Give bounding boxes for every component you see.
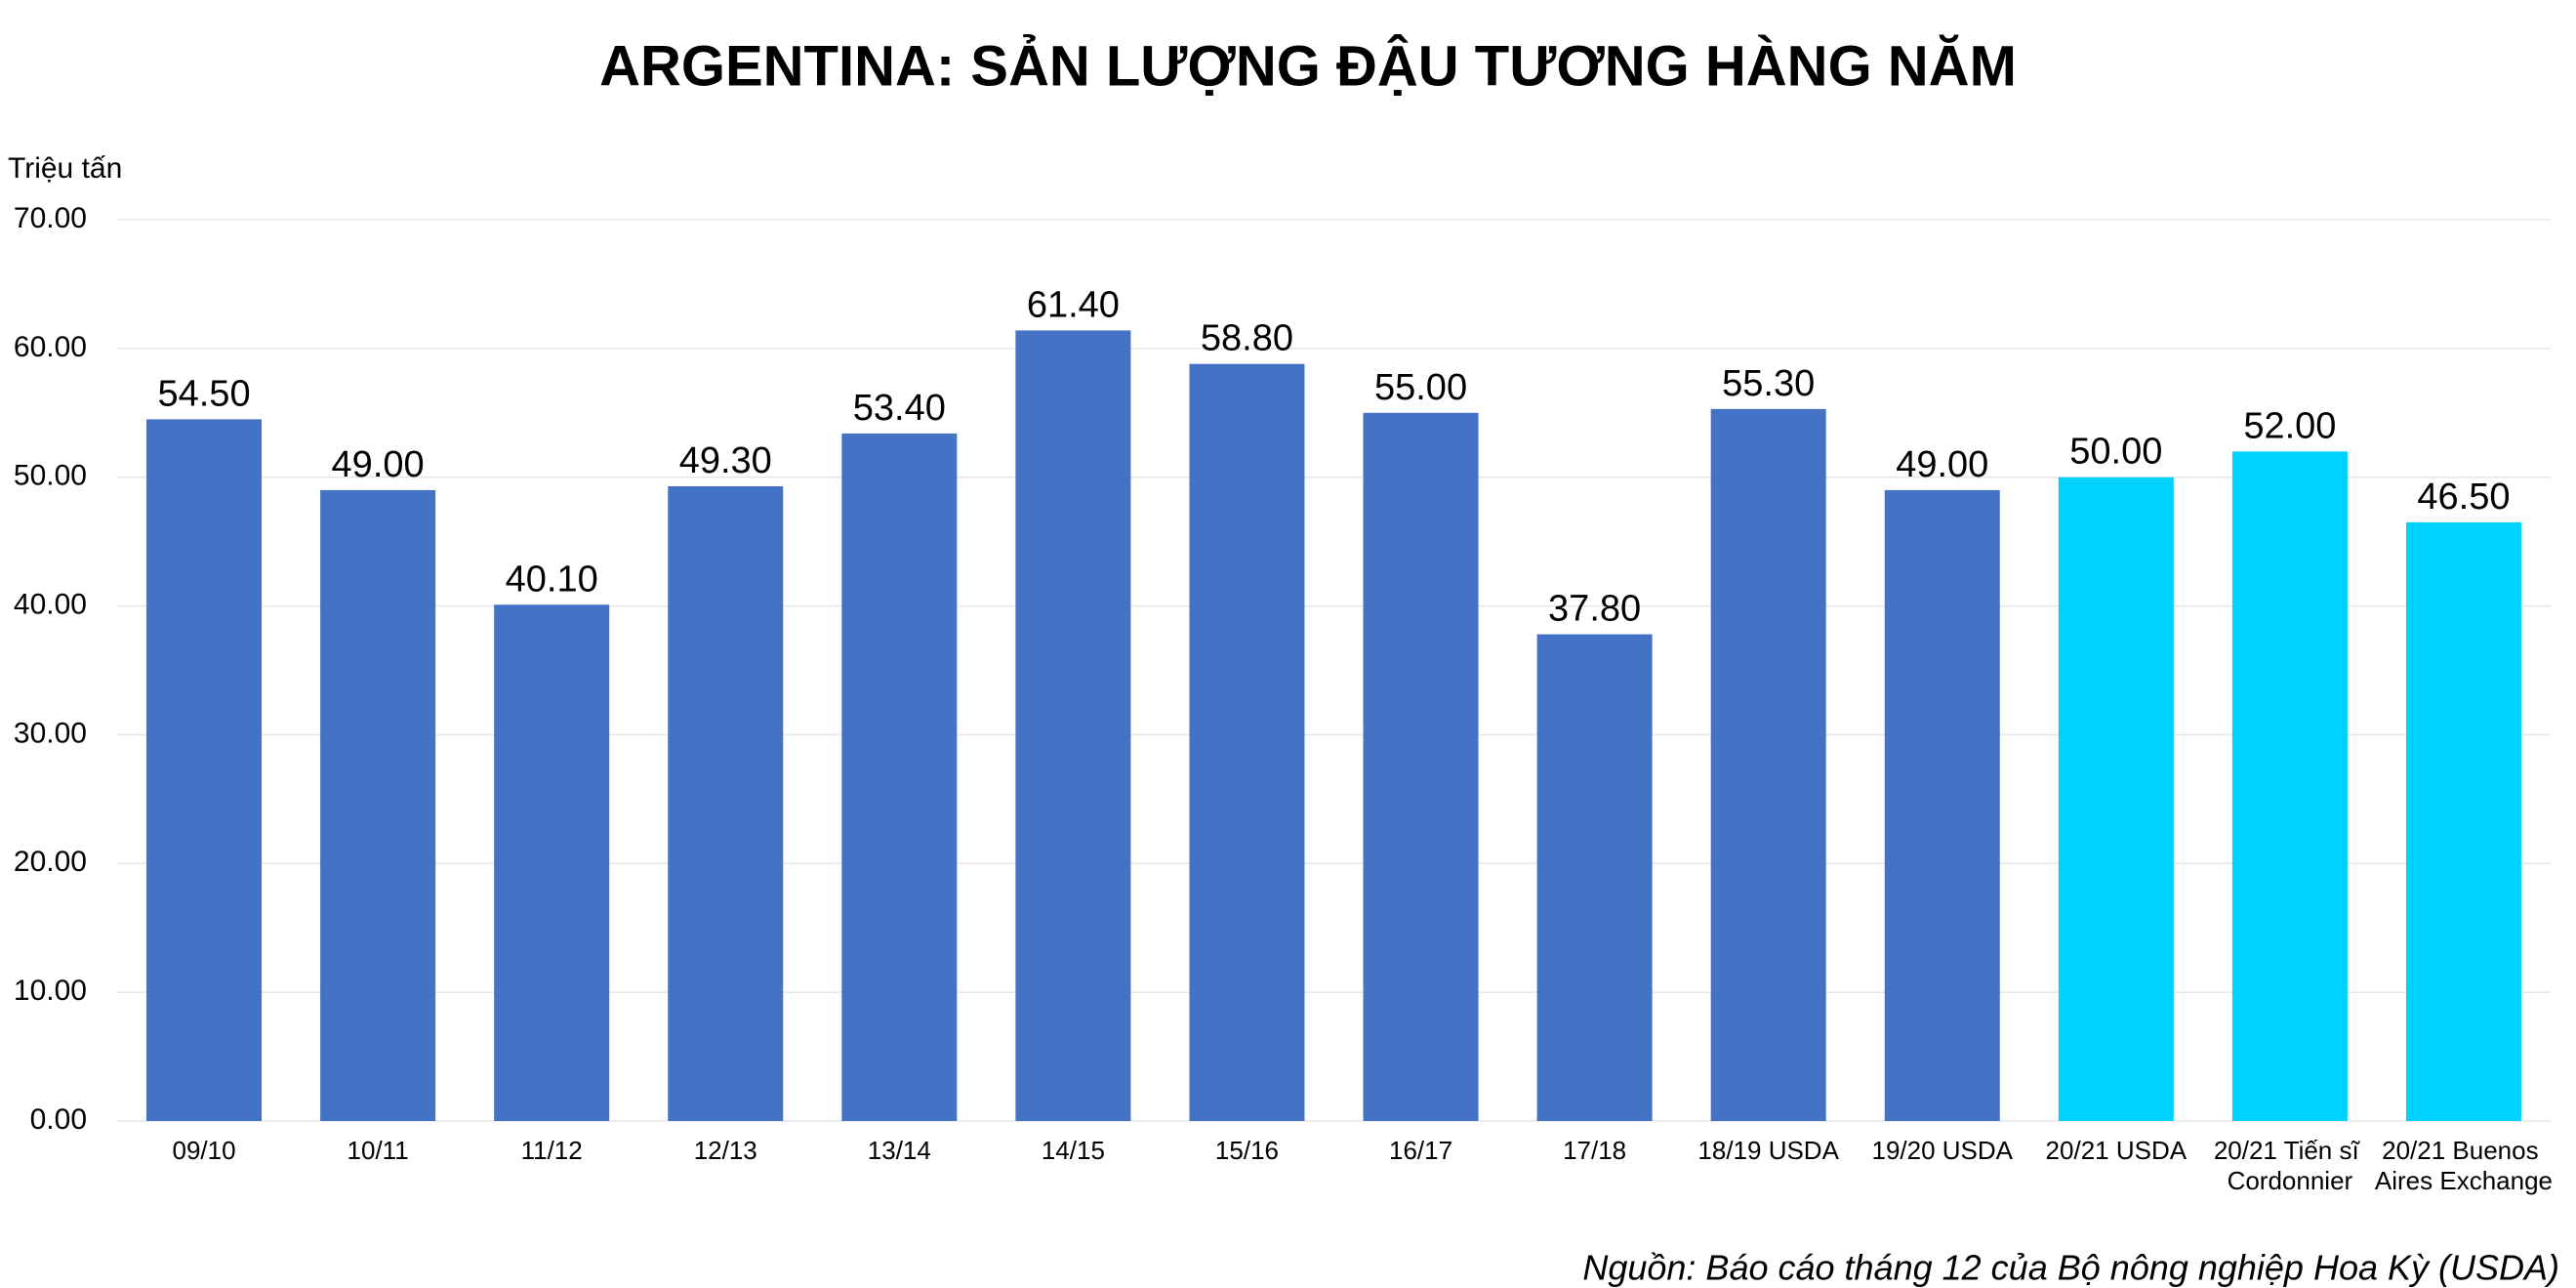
x-tick-label: 12/13 <box>694 1136 757 1165</box>
bar <box>1884 489 2000 1121</box>
bar <box>841 433 958 1122</box>
value-label: 52.00 <box>2243 405 2336 446</box>
bar <box>146 419 263 1122</box>
bar <box>2231 451 2348 1121</box>
y-tick-label: 10.00 <box>14 975 87 1007</box>
bar <box>320 489 436 1121</box>
x-tick-label: 09/10 <box>172 1136 235 1165</box>
value-label: 50.00 <box>2069 432 2162 473</box>
y-tick-label: 60.00 <box>14 331 87 363</box>
x-tick-label: 18/19 USDA <box>1697 1136 1839 1165</box>
value-label: 37.80 <box>1548 589 1641 630</box>
x-tick-label: 10/11 <box>348 1136 409 1165</box>
source-note: Nguồn: Báo cáo tháng 12 của Bộ nông nghi… <box>1582 1248 2559 1288</box>
x-tick-label: 19/20 USDA <box>1871 1136 2013 1165</box>
y-tick-label: 0.00 <box>30 1103 87 1136</box>
value-label: 55.00 <box>1374 367 1467 408</box>
value-label: 53.40 <box>853 388 946 429</box>
chart-title: ARGENTINA: SẢN LƯỢNG ĐẬU TƯƠNG HÀNG NĂM <box>599 34 2017 98</box>
bar <box>668 485 784 1121</box>
bar <box>2058 477 2174 1121</box>
value-label: 40.10 <box>506 559 598 600</box>
value-label: 46.50 <box>2417 477 2510 518</box>
bar <box>2405 521 2521 1121</box>
value-label: 61.40 <box>1027 284 1120 325</box>
bar <box>1363 412 1479 1121</box>
x-tick-label: 13/14 <box>868 1136 931 1165</box>
y-tick-label: 70.00 <box>14 202 87 234</box>
x-tick-label: 20/21 Tiến sĩ Cordonnier <box>2214 1136 2366 1195</box>
x-tick-label: 11/12 <box>521 1136 583 1165</box>
value-label: 55.30 <box>1722 363 1815 404</box>
bar <box>1710 408 1826 1122</box>
value-label: 49.00 <box>332 444 425 485</box>
bar <box>1536 634 1653 1121</box>
x-tick-label: 20/21 Buenos Aires Exchange <box>2375 1136 2553 1195</box>
x-tick-label: 17/18 <box>1563 1136 1626 1165</box>
value-label: 54.50 <box>157 373 250 414</box>
y-tick-label: 20.00 <box>14 846 87 878</box>
x-tick-label: 20/21 USDA <box>2046 1136 2188 1165</box>
y-tick-label: 30.00 <box>14 717 87 749</box>
value-label: 49.00 <box>1896 444 1988 485</box>
x-tick-label: 14/15 <box>1042 1136 1105 1165</box>
bar <box>1189 363 1305 1121</box>
y-tick-label: 50.00 <box>14 460 87 492</box>
bar <box>1015 330 1131 1121</box>
x-tick-label: 16/17 <box>1389 1136 1452 1165</box>
y-axis-label: Triệu tấn <box>8 152 122 185</box>
bar <box>494 604 610 1121</box>
value-label: 49.30 <box>679 440 772 481</box>
y-tick-label: 40.00 <box>14 588 87 620</box>
x-tick-label: 15/16 <box>1215 1136 1279 1165</box>
value-label: 58.80 <box>1201 318 1293 359</box>
